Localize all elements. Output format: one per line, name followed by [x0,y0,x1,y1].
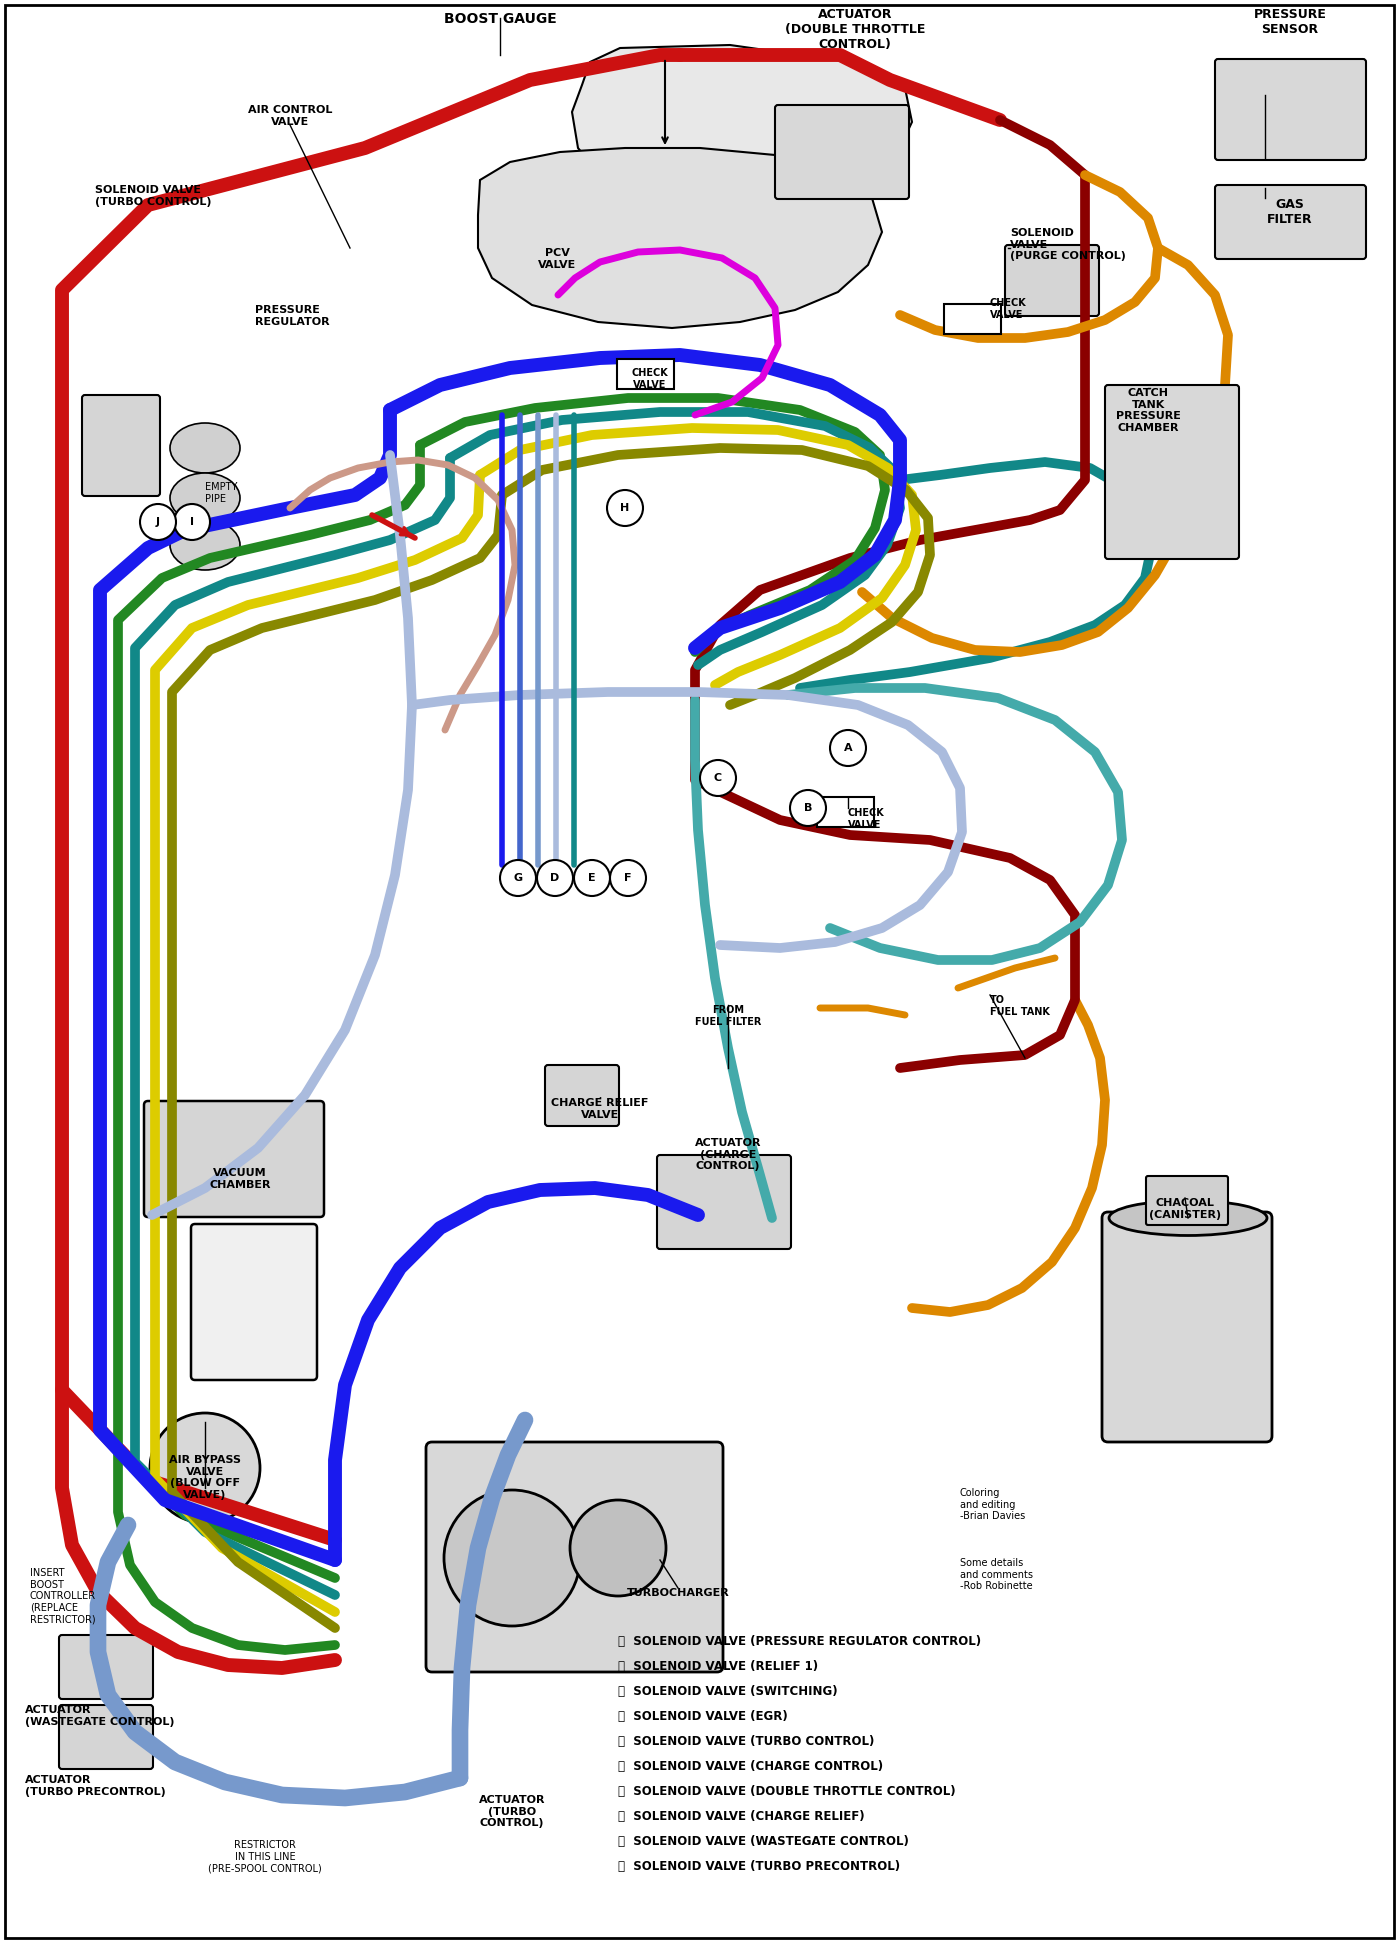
Polygon shape [572,45,912,218]
FancyBboxPatch shape [1146,1176,1228,1224]
FancyBboxPatch shape [83,394,159,495]
Text: C: C [713,773,722,783]
Text: Ⓒ  SOLENOID VALVE (SWITCHING): Ⓒ SOLENOID VALVE (SWITCHING) [618,1685,838,1698]
Text: Ⓕ  SOLENOID VALVE (CHARGE CONTROL): Ⓕ SOLENOID VALVE (CHARGE CONTROL) [618,1760,883,1774]
Circle shape [569,1500,666,1595]
Circle shape [610,861,646,896]
Text: Ⓙ  SOLENOID VALVE (TURBO PRECONTROL): Ⓙ SOLENOID VALVE (TURBO PRECONTROL) [618,1859,900,1873]
FancyBboxPatch shape [1105,385,1240,560]
FancyBboxPatch shape [1004,245,1100,317]
FancyBboxPatch shape [1214,58,1365,159]
FancyBboxPatch shape [658,1154,790,1249]
Circle shape [537,861,574,896]
Text: BOOST GAUGE: BOOST GAUGE [443,12,557,25]
Text: CATCH
TANK
PRESSURE
CHAMBER: CATCH TANK PRESSURE CHAMBER [1115,389,1181,433]
Text: GAS
FILTER: GAS FILTER [1267,198,1312,225]
Text: AIR CONTROL
VALVE: AIR CONTROL VALVE [248,105,332,126]
FancyBboxPatch shape [144,1102,325,1216]
Text: Ⓓ  SOLENOID VALVE (EGR): Ⓓ SOLENOID VALVE (EGR) [618,1710,788,1723]
FancyBboxPatch shape [775,105,909,198]
Text: Ⓗ  SOLENOID VALVE (CHARGE RELIEF): Ⓗ SOLENOID VALVE (CHARGE RELIEF) [618,1811,865,1823]
Text: F: F [624,872,632,882]
FancyBboxPatch shape [59,1706,152,1768]
Circle shape [443,1490,581,1626]
Ellipse shape [171,521,241,569]
Ellipse shape [171,424,241,472]
Text: G: G [513,872,523,882]
Text: CHECK
VALVE: CHECK VALVE [631,367,669,391]
Text: CHECK
VALVE: CHECK VALVE [848,808,884,830]
Text: Ⓐ  SOLENOID VALVE (PRESSURE REGULATOR CONTROL): Ⓐ SOLENOID VALVE (PRESSURE REGULATOR CON… [618,1634,981,1648]
Circle shape [790,791,825,826]
Text: PRESSURE
REGULATOR: PRESSURE REGULATOR [255,305,330,326]
Text: FROM
FUEL FILTER: FROM FUEL FILTER [695,1005,761,1026]
FancyBboxPatch shape [944,303,1002,334]
FancyBboxPatch shape [546,1065,618,1127]
Text: Ⓑ  SOLENOID VALVE (RELIEF 1): Ⓑ SOLENOID VALVE (RELIEF 1) [618,1659,818,1673]
Text: TO
FUEL TANK: TO FUEL TANK [990,995,1049,1016]
Text: VACUUM
CHAMBER: VACUUM CHAMBER [210,1168,271,1189]
Text: H: H [620,503,630,513]
Circle shape [173,503,210,540]
Text: ACTUATOR
(DOUBLE THROTTLE
CONTROL): ACTUATOR (DOUBLE THROTTLE CONTROL) [785,8,925,51]
FancyBboxPatch shape [817,797,874,828]
Text: Ⓘ  SOLENOID VALVE (WASTEGATE CONTROL): Ⓘ SOLENOID VALVE (WASTEGATE CONTROL) [618,1834,909,1848]
Text: ACTUATOR
(CHARGE
CONTROL): ACTUATOR (CHARGE CONTROL) [695,1139,761,1172]
Text: RESTRICTOR
IN THIS LINE
(PRE-SPOOL CONTROL): RESTRICTOR IN THIS LINE (PRE-SPOOL CONTR… [208,1840,322,1873]
FancyBboxPatch shape [617,359,674,389]
FancyBboxPatch shape [1214,185,1365,258]
Text: Some details
and comments
-Rob Robinette: Some details and comments -Rob Robinette [960,1558,1032,1591]
Text: D: D [550,872,560,882]
Text: CHACOAL
(CANISTER): CHACOAL (CANISTER) [1149,1199,1221,1220]
FancyBboxPatch shape [59,1634,152,1698]
Polygon shape [478,148,881,328]
Text: Coloring
and editing
-Brian Davies: Coloring and editing -Brian Davies [960,1488,1025,1521]
Text: PRESSURE
SENSOR: PRESSURE SENSOR [1254,8,1326,37]
Text: A: A [844,742,852,754]
Text: ACTUATOR
(TURBO PRECONTROL): ACTUATOR (TURBO PRECONTROL) [25,1776,165,1797]
Text: E: E [588,872,596,882]
Text: Ⓖ  SOLENOID VALVE (DOUBLE THROTTLE CONTROL): Ⓖ SOLENOID VALVE (DOUBLE THROTTLE CONTRO… [618,1786,956,1797]
Text: PCV
VALVE: PCV VALVE [537,249,576,270]
Text: ACTUATOR
(TURBO
CONTROL): ACTUATOR (TURBO CONTROL) [478,1795,546,1828]
Circle shape [607,490,644,527]
Text: INSERT
BOOST
CONTROLLER
(REPLACE
RESTRICTOR): INSERT BOOST CONTROLLER (REPLACE RESTRIC… [29,1568,97,1624]
Ellipse shape [171,472,241,523]
Circle shape [830,731,866,766]
Circle shape [574,861,610,896]
Text: AIR BYPASS
VALVE
(BLOW OFF
VALVE): AIR BYPASS VALVE (BLOW OFF VALVE) [169,1455,241,1500]
Circle shape [150,1413,260,1523]
Ellipse shape [1109,1201,1267,1236]
FancyBboxPatch shape [427,1442,723,1673]
Text: CHARGÉ RELIEF
VALVE: CHARGÉ RELIEF VALVE [551,1098,649,1119]
Text: EMPTY
PIPE: EMPTY PIPE [206,482,238,503]
Text: CHECK
VALVE: CHECK VALVE [990,297,1027,319]
Text: SOLENOID
VALVE
(PURGE CONTROL): SOLENOID VALVE (PURGE CONTROL) [1010,227,1126,260]
FancyBboxPatch shape [192,1224,318,1380]
Circle shape [140,503,176,540]
Circle shape [499,861,536,896]
Text: Ⓔ  SOLENOID VALVE (TURBO CONTROL): Ⓔ SOLENOID VALVE (TURBO CONTROL) [618,1735,874,1749]
Text: SOLENOID VALVE
(TURBO CONTROL): SOLENOID VALVE (TURBO CONTROL) [95,185,211,206]
Circle shape [700,760,736,797]
Text: I: I [190,517,194,527]
Text: TURBOCHARGER: TURBOCHARGER [627,1587,729,1597]
Text: B: B [804,802,813,812]
Text: J: J [157,517,159,527]
Text: ACTUATOR
(WASTEGATE CONTROL): ACTUATOR (WASTEGATE CONTROL) [25,1706,175,1727]
FancyBboxPatch shape [1102,1212,1272,1442]
